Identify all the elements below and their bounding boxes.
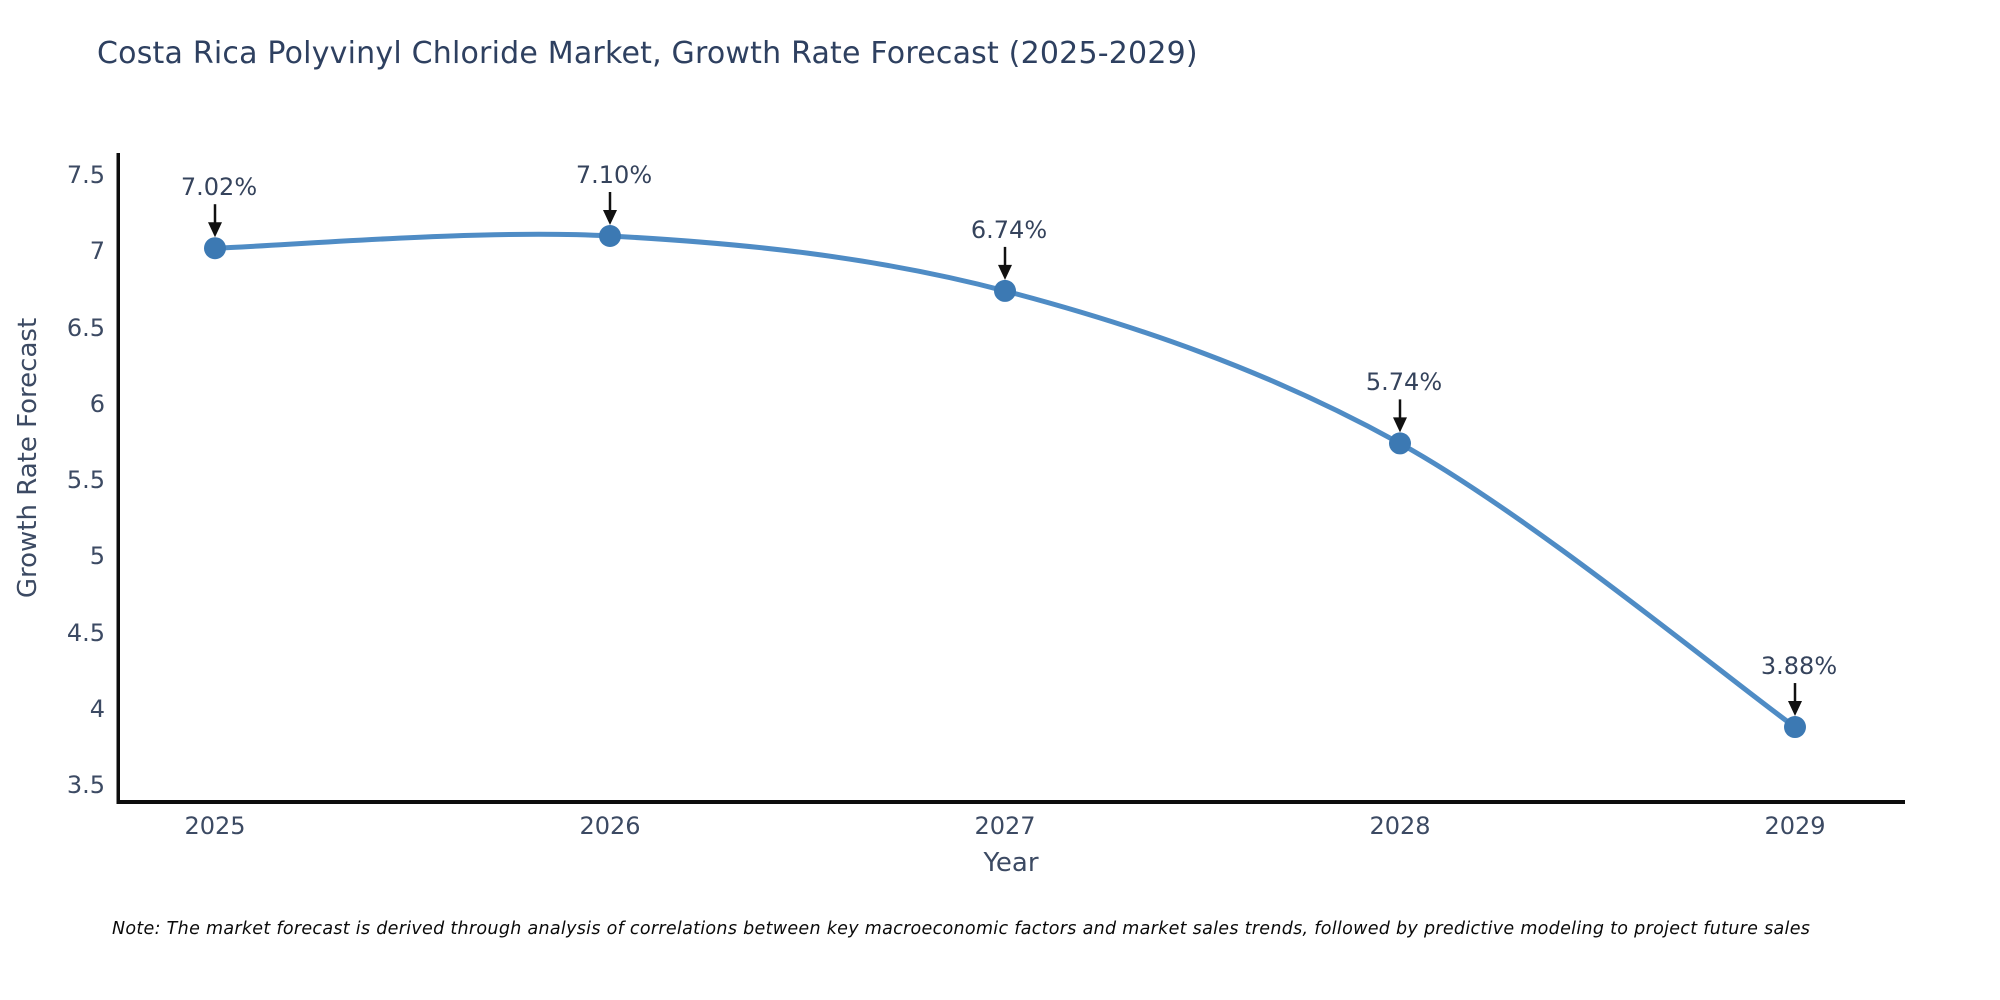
data-point-marker — [1389, 432, 1411, 455]
data-point-marker — [994, 279, 1016, 302]
y-axis-spine — [116, 153, 120, 804]
x-tick-label: 2026 — [579, 812, 641, 840]
y-tick-label: 6.5 — [66, 313, 105, 342]
point-value-label: 5.74% — [1365, 368, 1443, 397]
data-point-marker — [599, 225, 621, 247]
annotation-arrow-head — [1788, 701, 1802, 717]
x-tick-label: 2025 — [184, 812, 246, 840]
forecast-line — [212, 231, 1798, 730]
y-tick-label: 7.5 — [66, 161, 105, 189]
x-axis-title: Year — [983, 848, 1039, 878]
y-tick-label: 4 — [89, 694, 105, 723]
y-tick-label: 6 — [89, 389, 105, 418]
point-value-label: 7.10% — [575, 161, 653, 189]
point-value-label: 3.88% — [1760, 652, 1838, 681]
x-tick-label: 2029 — [1764, 812, 1826, 840]
y-tick-label: 5 — [89, 542, 105, 571]
data-point-marker — [1784, 716, 1806, 739]
annotation-arrow-head — [208, 222, 222, 238]
point-value-label: 6.74% — [970, 215, 1048, 244]
annotation-arrow-head — [1393, 417, 1407, 433]
chart-title: Costa Rica Polyvinyl Chloride Market, Gr… — [97, 36, 1198, 71]
x-tick-label: 2027 — [974, 812, 1036, 840]
annotation-arrow-head — [998, 264, 1012, 280]
point-value-label: 7.02% — [180, 173, 258, 202]
footnote: Note: The market forecast is derived thr… — [112, 919, 1811, 939]
x-axis-spine — [116, 800, 1905, 804]
annotation-arrow-head — [603, 210, 617, 225]
y-tick-label: 3.5 — [66, 771, 105, 799]
y-tick-label: 7 — [89, 237, 105, 266]
data-point-marker — [204, 237, 226, 260]
y-tick-label: 5.5 — [66, 466, 105, 494]
y-tick-label: 4.5 — [66, 618, 105, 647]
x-tick-label: 2028 — [1369, 812, 1431, 840]
